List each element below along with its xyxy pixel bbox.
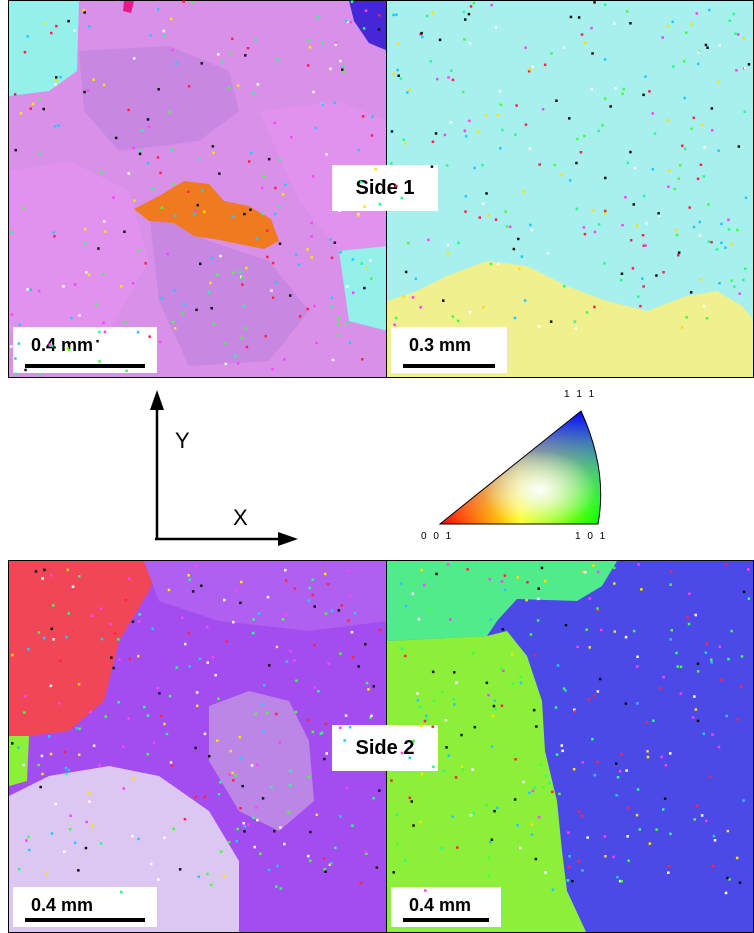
scale-bar-label: 0.4 mm (31, 895, 94, 915)
scale-bar-label: 0.3 mm (409, 335, 472, 355)
scale-bar-label: 0.4 mm (409, 895, 472, 915)
grain-map-bottom-right (387, 561, 753, 932)
ebsd-map-top-right: 0.3 mm (386, 0, 754, 378)
grain-map-top-right (387, 1, 753, 377)
ebsd-map-top-left: 0.4 mm (8, 0, 387, 378)
scale-bar (25, 364, 145, 368)
scale-bar-box: 0.4 mm (13, 887, 157, 927)
side-1-label: Side 1 (332, 165, 438, 211)
x-axis-label: X (233, 505, 248, 530)
scale-bar-box: 0.3 mm (391, 327, 507, 373)
ebsd-map-bottom-right: 0.4 mm (386, 560, 754, 933)
ebsd-map-bottom-left: 0.4 mm (8, 560, 387, 933)
y-axis-label: Y (175, 428, 190, 453)
grain-map-bottom-left (9, 561, 386, 932)
ipf-label-111: 1 1 1 (564, 389, 597, 400)
grain-map-top-left (9, 1, 386, 377)
scale-bar (25, 918, 145, 922)
scale-bar (403, 918, 489, 922)
scale-bar (403, 364, 495, 368)
side-2-label: Side 2 (332, 725, 438, 771)
ipf-label-101: 1 0 1 (575, 531, 608, 542)
scale-bar-box: 0.4 mm (391, 887, 501, 927)
scale-bar-label: 0.4 mm (31, 335, 94, 355)
scale-bar-box: 0.4 mm (13, 327, 157, 373)
ipf-label-001: 0 0 1 (421, 531, 454, 542)
